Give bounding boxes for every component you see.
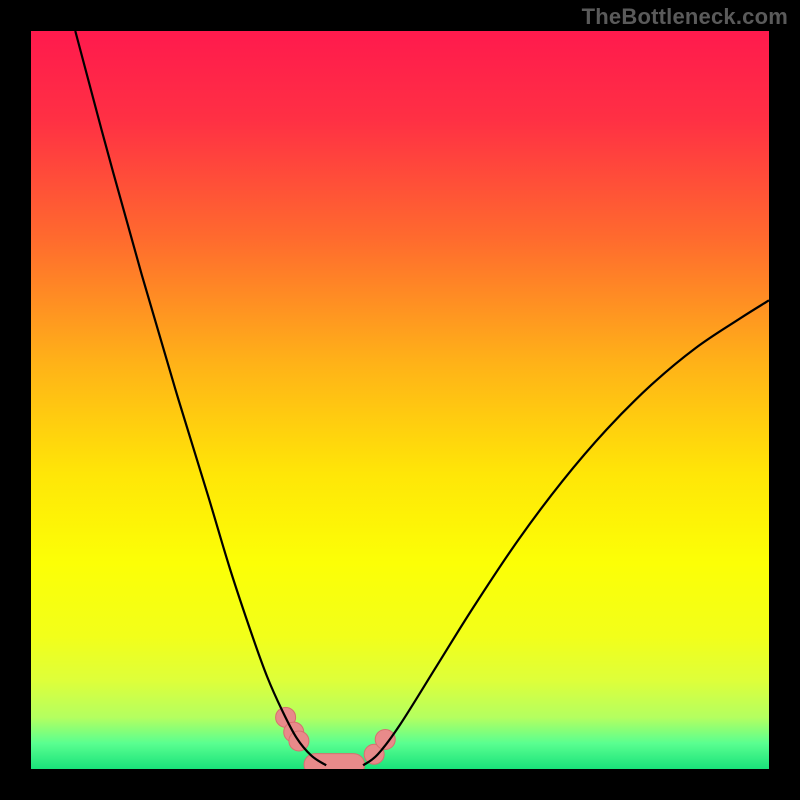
bottleneck-chart bbox=[0, 0, 800, 800]
watermark-text: TheBottleneck.com bbox=[582, 4, 788, 30]
plot-background bbox=[31, 31, 769, 769]
